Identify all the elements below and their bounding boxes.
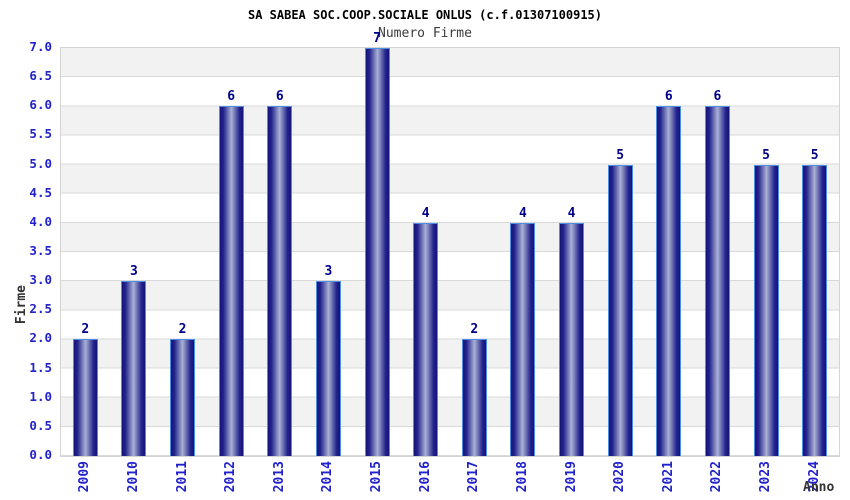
chart-title: SA SABEA SOC.COOP.SOCIALE ONLUS (c.f.013… — [247, 8, 602, 22]
bar-2014 — [315, 281, 341, 456]
bar-2021 — [656, 106, 682, 456]
y-tick-label: 0.0 — [29, 447, 52, 462]
bar-value-label: 5 — [616, 147, 625, 163]
bar-value-label: 5 — [762, 147, 770, 163]
x-tick-label-2010: 2010 — [125, 461, 141, 493]
x-tick-label-2011: 2011 — [174, 461, 190, 493]
x-tick-label-2016: 2016 — [417, 461, 433, 493]
y-tick-label: 3.5 — [29, 243, 52, 258]
bar-2013 — [267, 106, 293, 456]
x-tick-label-2019: 2019 — [563, 461, 579, 493]
chart-subtitle: Numero Firme — [378, 26, 472, 41]
bar-2022 — [704, 106, 730, 456]
bar-value-label: 2 — [470, 322, 479, 338]
y-tick-label: 4.5 — [29, 184, 52, 200]
plot-area: 2 3 2 6 6 3 7 4 2 4 4 5 6 6 5 5 — [60, 32, 840, 457]
y-tick-label: 6.5 — [29, 68, 52, 84]
bar-2016 — [413, 222, 439, 456]
bar-2011 — [170, 339, 196, 456]
bar-value-label: 4 — [519, 205, 527, 221]
bar-2019 — [559, 222, 585, 456]
bar-value-label: 6 — [227, 89, 236, 105]
x-tick-label-2022: 2022 — [709, 461, 725, 493]
y-tick-label: 6.0 — [29, 97, 52, 113]
x-tick-label-2018: 2018 — [514, 461, 530, 493]
y-tick-label: 5.0 — [29, 155, 52, 171]
bar-2018 — [510, 222, 536, 456]
y-tick-label: 3.0 — [29, 272, 52, 288]
x-tick-label-2013: 2013 — [271, 461, 287, 493]
bar-value-label: 4 — [421, 205, 430, 221]
x-axis-title: Anno — [803, 480, 835, 495]
bar-2012 — [218, 106, 244, 456]
y-tick-label: 0.5 — [29, 417, 52, 433]
bar-value-label: 6 — [713, 89, 722, 105]
x-tick-label-2017: 2017 — [466, 461, 482, 493]
y-tick-label: 2.0 — [29, 330, 52, 346]
bar-value-label: 6 — [275, 89, 284, 105]
bar-2009 — [72, 339, 98, 456]
y-tick-label: 1.0 — [29, 388, 52, 404]
x-tick-label-2015: 2015 — [369, 461, 385, 493]
bar-2024 — [802, 164, 828, 456]
bar-value-label: 5 — [810, 147, 819, 163]
bar-value-label: 2 — [81, 322, 90, 338]
y-tick-label: 4.0 — [29, 213, 52, 229]
y-tick-label: 1.5 — [29, 359, 52, 375]
bar-2017 — [461, 339, 487, 456]
x-tick-label-2012: 2012 — [223, 461, 239, 493]
bar-2023 — [753, 164, 779, 456]
bar-value-label: 2 — [178, 322, 187, 338]
bar-value-label: 3 — [324, 264, 333, 280]
x-tick-label-2020: 2020 — [612, 461, 628, 493]
bar-2020 — [607, 164, 633, 456]
bar-2015 — [364, 48, 390, 456]
x-tick-label-2009: 2009 — [77, 461, 93, 493]
bar-value-label: 3 — [130, 264, 138, 280]
y-tick-label: 5.5 — [29, 126, 52, 142]
bar-value-label: 7 — [373, 31, 381, 46]
bar-2010 — [121, 281, 147, 456]
bar-value-label: 4 — [567, 205, 576, 221]
bar-value-label: 6 — [664, 89, 673, 105]
x-tick-label-2014: 2014 — [320, 461, 336, 493]
y-tick-label: 2.5 — [29, 301, 52, 317]
x-tick-label-2021: 2021 — [660, 461, 676, 493]
x-tick-label-2023: 2023 — [758, 461, 774, 493]
y-tick-label: 7.0 — [29, 39, 52, 54]
